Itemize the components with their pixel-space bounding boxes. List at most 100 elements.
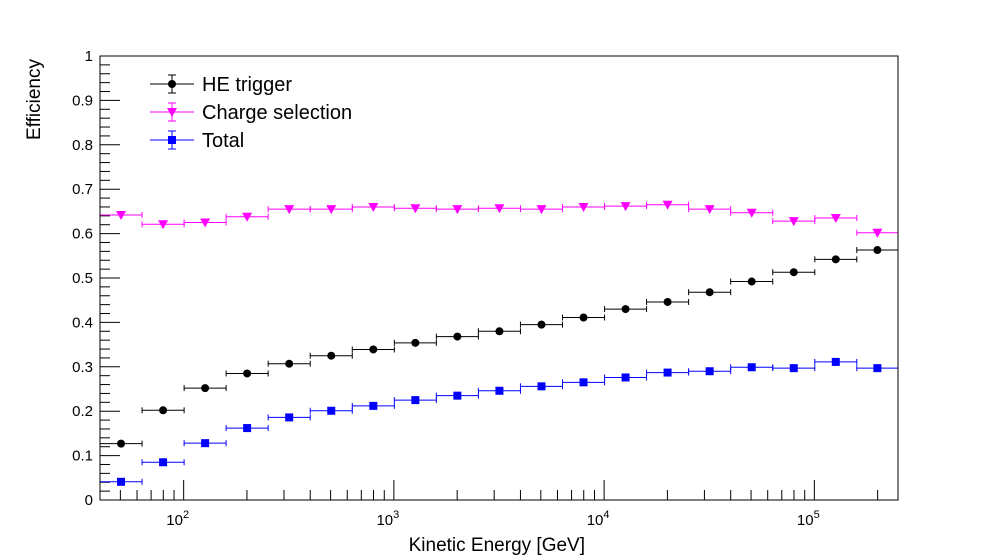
y-tick-label: 0.1 (72, 448, 93, 465)
x-tick-label-base: 10 (376, 512, 393, 529)
legend-entry-charge-selection: Charge selection (150, 102, 352, 124)
series-charge-selection (100, 200, 898, 238)
data-point (705, 367, 714, 376)
data-point (705, 288, 714, 297)
data-point (494, 204, 505, 214)
data-point (453, 391, 462, 400)
x-tick-label: 104 (587, 509, 610, 529)
x-tick-label-base: 10 (797, 512, 814, 529)
legend-marker (168, 80, 176, 88)
data-point (663, 297, 672, 306)
data-point (872, 228, 883, 238)
data-point (747, 277, 756, 286)
data-point (369, 401, 378, 410)
data-point (453, 332, 462, 341)
data-point (285, 359, 294, 368)
data-point (327, 406, 336, 415)
data-point (789, 268, 798, 277)
data-point (159, 458, 168, 467)
legend-marker (167, 108, 177, 117)
legend-label-charge-selection: Charge selection (202, 102, 352, 124)
x-tick-label: 105 (797, 509, 820, 529)
y-tick-label: 0 (85, 492, 93, 509)
x-tick-label: 102 (166, 509, 189, 529)
data-point (117, 439, 126, 448)
data-point (369, 345, 378, 354)
x-tick-label: 103 (376, 509, 399, 529)
data-point (116, 210, 127, 220)
data-point (158, 220, 169, 230)
data-point (704, 205, 715, 215)
data-point (410, 204, 421, 214)
data-point (873, 364, 882, 373)
data-point (537, 382, 546, 391)
data-point (327, 351, 336, 360)
y-tick-label: 1 (85, 48, 93, 65)
y-tick-label: 0.4 (72, 314, 93, 331)
legend-entry-he-trigger: HE trigger (150, 74, 292, 96)
data-point (578, 202, 589, 212)
data-point (579, 313, 588, 322)
data-point (747, 363, 756, 372)
data-point (284, 205, 295, 215)
data-point (159, 406, 168, 415)
data-point (285, 413, 294, 422)
x-axis-title: Kinetic Energy [GeV] (409, 535, 585, 556)
legend-marker (168, 136, 176, 144)
data-point (201, 439, 210, 448)
data-point (620, 202, 631, 212)
data-point (411, 338, 420, 347)
data-point (788, 217, 799, 227)
y-tick-label: 0.2 (72, 403, 93, 420)
x-tick-label-base: 10 (587, 512, 604, 529)
data-point (537, 320, 546, 329)
axis-ticks (99, 55, 879, 501)
y-axis-labels: 0 0.1 0.2 0.3 0.4 0.5 0.6 0.7 0.8 0.9 1 (72, 48, 93, 509)
data-point (621, 305, 630, 314)
data-point (495, 386, 504, 395)
data-point (789, 364, 798, 373)
legend-entry-total: Total (150, 130, 244, 152)
data-point (326, 205, 337, 215)
x-axis-labels: 102 103 104 105 (166, 509, 819, 529)
data-point (452, 205, 463, 215)
data-point (830, 214, 841, 224)
legend: HE trigger Charge selection Total (150, 74, 352, 152)
y-tick-label: 0.9 (72, 92, 93, 109)
data-point (242, 212, 253, 222)
plot-frame (99, 55, 899, 501)
data-point (662, 200, 673, 210)
data-point (243, 369, 252, 378)
data-point (663, 368, 672, 377)
x-tick-label-base: 10 (166, 512, 183, 529)
legend-label-total: Total (202, 130, 244, 152)
x-tick-label-exponent: 4 (603, 509, 609, 521)
data-point (117, 477, 126, 486)
x-tick-label-exponent: 5 (814, 509, 820, 521)
x-tick-label-exponent: 3 (393, 509, 399, 521)
data-point (495, 327, 504, 336)
data-point (411, 396, 420, 405)
data-point (368, 202, 379, 212)
data-point (831, 357, 840, 366)
y-tick-label: 0.3 (72, 359, 93, 376)
series-layer (100, 200, 898, 486)
legend-label-he-trigger: HE trigger (202, 74, 292, 96)
series-he-trigger (100, 246, 898, 448)
data-point (200, 218, 211, 228)
data-point (243, 424, 252, 433)
data-point (831, 255, 840, 264)
y-axis-title: Efficiency (24, 59, 45, 140)
y-tick-label: 0.6 (72, 226, 93, 243)
data-point (579, 378, 588, 387)
y-tick-label: 0.5 (72, 270, 93, 287)
data-point (873, 246, 882, 255)
y-tick-label: 0.8 (72, 137, 93, 154)
x-tick-label-exponent: 2 (183, 509, 189, 521)
data-point (746, 208, 757, 218)
data-point (536, 205, 547, 215)
data-point (201, 384, 210, 393)
y-tick-label: 0.7 (72, 181, 93, 198)
